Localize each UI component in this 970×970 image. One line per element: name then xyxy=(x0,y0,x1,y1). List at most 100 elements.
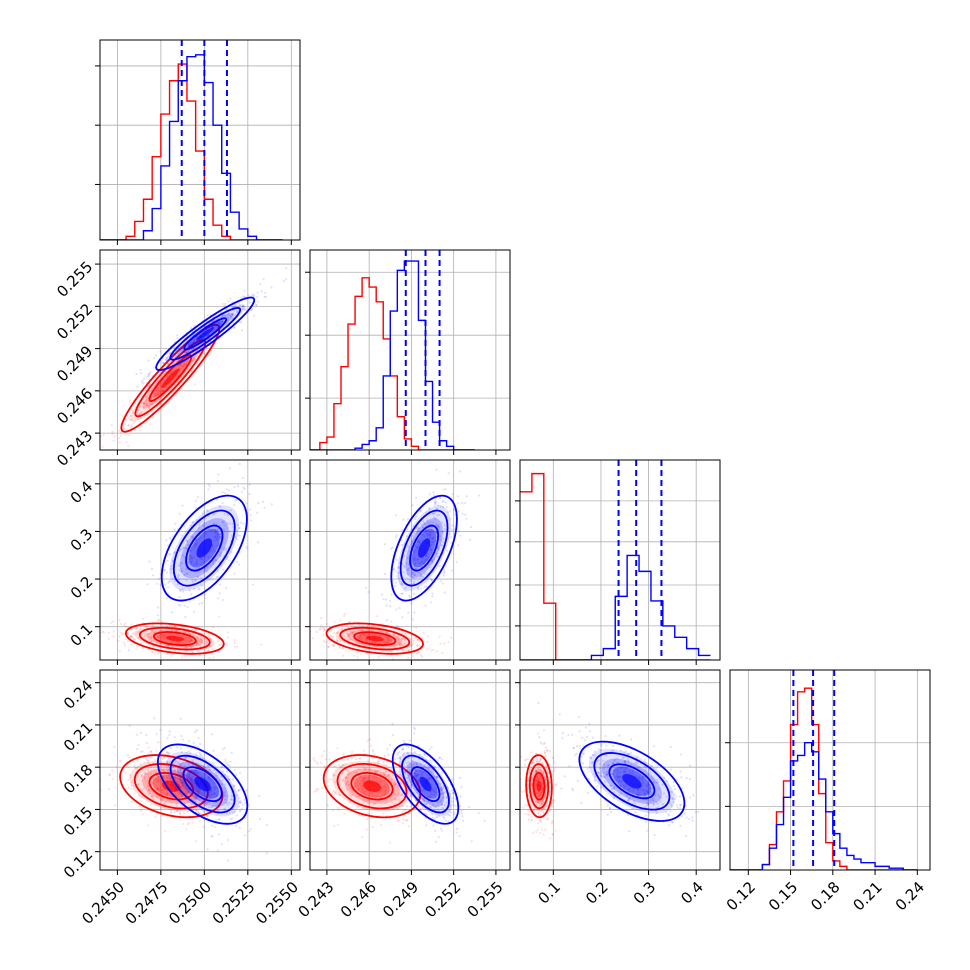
red-scatter-point xyxy=(361,624,364,627)
red-scatter-point xyxy=(339,619,342,622)
red-scatter-point xyxy=(386,783,389,786)
red-scatter-point xyxy=(532,759,535,762)
red-scatter-point xyxy=(185,642,188,645)
red-contour-1 xyxy=(339,626,411,651)
red-scatter-point xyxy=(135,633,138,636)
blue-scatter-point xyxy=(198,602,201,605)
red-contour-2 xyxy=(532,772,546,801)
red-scatter-point xyxy=(183,637,186,640)
blue-scatter-point xyxy=(257,541,260,544)
blue-scatter-point xyxy=(144,772,147,776)
red-scatter-point xyxy=(344,776,347,780)
red-scatter-point xyxy=(121,414,124,417)
blue-scatter-point xyxy=(166,356,169,359)
red-scatter-point xyxy=(345,781,349,784)
blue-scatter-point xyxy=(216,535,219,538)
red-scatter-point xyxy=(410,783,413,787)
red-scatter-point xyxy=(305,780,307,782)
blue-scatter-point xyxy=(443,570,446,574)
red-scatter-point xyxy=(128,423,131,426)
red-scatter-point xyxy=(191,818,194,821)
red-scatter-point xyxy=(355,794,358,797)
red-scatter-point xyxy=(416,638,419,641)
red-scatter-point xyxy=(389,789,392,792)
red-scatter-point xyxy=(412,763,415,766)
blue-scatter-point xyxy=(437,809,440,812)
red-scatter-point xyxy=(542,808,545,811)
red-scatter-point xyxy=(275,794,277,796)
red-scatter-point xyxy=(421,807,424,810)
red-scatter-point xyxy=(147,788,150,792)
red-scatter-point xyxy=(404,809,407,812)
red-scatter-point xyxy=(127,445,130,448)
red-scatter-point xyxy=(141,750,145,753)
blue-scatter-point xyxy=(189,770,192,773)
blue-scatter-point xyxy=(193,544,196,547)
red-scatter-point xyxy=(207,649,210,653)
blue-scatter-point xyxy=(147,385,151,388)
red-scatter-point xyxy=(108,773,111,776)
red-scatter-point xyxy=(187,343,190,347)
red-scatter-point xyxy=(397,819,400,822)
blue-scatter-point xyxy=(399,766,402,769)
blue-scatter-point xyxy=(196,575,199,578)
blue-scatter-point xyxy=(429,533,432,537)
blue-scatter-point xyxy=(253,295,256,298)
blue-scatter-point xyxy=(180,758,183,761)
blue-scatter-point xyxy=(177,355,180,358)
blue-scatter-point xyxy=(229,315,232,318)
red-scatter-point xyxy=(524,758,528,761)
red-scatter-point xyxy=(111,430,114,433)
blue-scatter-point xyxy=(433,766,437,769)
red-scatter-point xyxy=(111,769,114,772)
blue-scatter-point xyxy=(135,771,138,774)
blue-scatter-point xyxy=(440,799,443,802)
red-scatter-point xyxy=(358,634,361,637)
blue-scatter-point xyxy=(195,538,198,542)
red-scatter-point xyxy=(527,779,530,782)
red-scatter-point xyxy=(161,768,164,771)
red-histogram xyxy=(310,277,475,450)
red-scatter-point xyxy=(143,761,146,764)
blue-scatter-point xyxy=(432,775,436,778)
red-scatter-point xyxy=(396,798,399,802)
red-scatter-point xyxy=(392,807,395,810)
blue-scatter-point xyxy=(223,773,226,776)
red-scatter-point xyxy=(142,401,145,405)
blue-scatter-point xyxy=(434,539,437,543)
blue-scatter-point xyxy=(161,378,164,381)
red-scatter-point xyxy=(150,794,153,798)
blue-scatter-point xyxy=(433,558,436,561)
blue-scatter-point xyxy=(207,777,210,780)
red-scatter-point xyxy=(363,791,366,794)
joint-frame xyxy=(309,669,511,871)
blue-scatter-point xyxy=(173,346,176,349)
red-scatter-point xyxy=(157,619,160,622)
blue-scatter-point xyxy=(398,571,401,574)
red-scatter-point xyxy=(130,636,133,639)
blue-scatter-point xyxy=(405,770,408,773)
red-scatter-point xyxy=(149,639,152,642)
blue-scatter-point xyxy=(167,581,170,585)
red-scatter-point xyxy=(357,629,360,632)
blue-scatter-point xyxy=(215,323,218,326)
blue-scatter-point xyxy=(251,308,254,311)
red-scatter-point xyxy=(323,767,326,770)
red-scatter-point xyxy=(323,765,326,768)
red-scatter-point xyxy=(166,652,169,656)
blue-scatter-point xyxy=(219,553,222,556)
blue-scatter-point xyxy=(217,790,220,793)
red-scatter-point xyxy=(319,627,322,630)
red-scatter-point xyxy=(141,813,144,816)
blue-scatter-point xyxy=(202,825,205,829)
blue-scatter-point xyxy=(441,807,444,810)
red-scatter-point xyxy=(129,774,132,777)
blue-contour-0 xyxy=(156,743,249,825)
blue-scatter-point xyxy=(411,564,414,567)
blue-scatter-point xyxy=(170,362,173,365)
blue-scatter-point xyxy=(265,823,268,827)
red-scatter-point xyxy=(180,793,183,797)
blue-scatter-point xyxy=(205,569,208,573)
blue-scatter-point xyxy=(421,773,424,776)
red-scatter-point xyxy=(353,783,356,786)
